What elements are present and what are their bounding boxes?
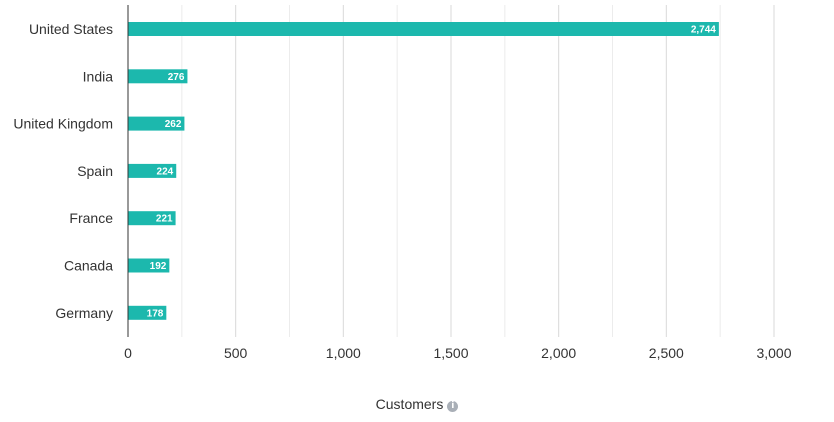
category-label: United States bbox=[29, 21, 113, 37]
bar-value-label: 192 bbox=[150, 261, 167, 272]
info-icon[interactable]: i bbox=[447, 401, 459, 412]
bar[interactable] bbox=[128, 22, 719, 36]
x-tick-label: 500 bbox=[224, 345, 248, 361]
x-tick-label: 2,500 bbox=[649, 345, 684, 361]
x-axis-title-area: Customers i bbox=[0, 396, 834, 412]
bar[interactable] bbox=[128, 163, 177, 178]
x-tick-label: 2,000 bbox=[541, 345, 576, 361]
category-label: Spain bbox=[77, 163, 113, 179]
x-tick-label: 1,000 bbox=[326, 345, 361, 361]
bar[interactable] bbox=[128, 258, 170, 273]
category-label: Canada bbox=[64, 258, 113, 274]
category-label: Germany bbox=[55, 305, 113, 321]
bars: 2,744 276 262 224 221 192 178 bbox=[128, 22, 719, 320]
bar-value-label: 2,744 bbox=[691, 25, 716, 36]
bar-value-label: 178 bbox=[147, 308, 164, 319]
x-tick-label: 0 bbox=[124, 345, 132, 361]
bar[interactable] bbox=[128, 69, 188, 84]
bar-value-label: 262 bbox=[165, 119, 182, 130]
x-tick-label: 1,500 bbox=[433, 345, 468, 361]
x-axis-title: Customers bbox=[375, 396, 444, 412]
bar-chart: 2,744 276 262 224 221 192 178 United States Ind… bbox=[13, 5, 792, 361]
category-label: India bbox=[83, 68, 114, 84]
bar[interactable] bbox=[128, 305, 167, 320]
category-label: France bbox=[69, 210, 113, 226]
bar[interactable] bbox=[128, 211, 176, 226]
gridlines bbox=[181, 5, 775, 337]
category-labels: United States India United Kingdom Spain Fra… bbox=[13, 21, 113, 321]
bar-value-label: 276 bbox=[168, 72, 185, 83]
x-tick-labels: 0 500 1,000 1,500 2,000 2,500 3,000 bbox=[124, 345, 792, 361]
bar-value-label: 224 bbox=[157, 166, 174, 177]
x-tick-label: 3,000 bbox=[756, 345, 791, 361]
bar[interactable] bbox=[128, 116, 185, 131]
category-label: United Kingdom bbox=[13, 116, 113, 132]
bar-value-label: 221 bbox=[156, 214, 173, 225]
